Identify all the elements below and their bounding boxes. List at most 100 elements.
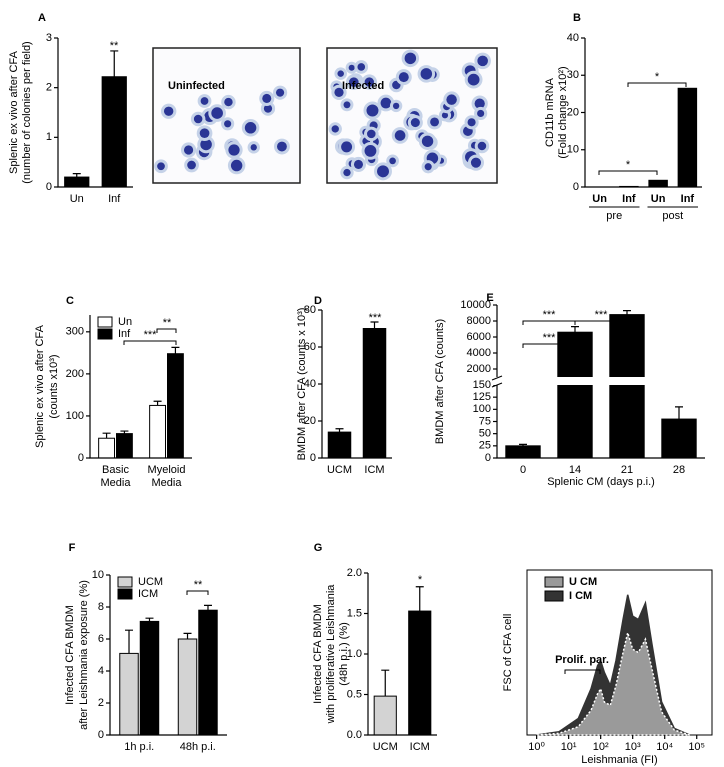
annotation: ** (163, 317, 172, 329)
cell (157, 162, 165, 171)
bracket (186, 590, 209, 595)
error-bar (675, 406, 683, 420)
y-tick-label: 2 (98, 697, 104, 709)
y-tick-label: 1.5 (347, 607, 362, 619)
x-tick-label: Myeloid Media (148, 464, 186, 489)
y-axis-label: Infected CFA BMDM (312, 604, 324, 704)
bar (64, 176, 90, 188)
x-tick-label: 21 (621, 464, 633, 476)
cell (263, 104, 273, 113)
cell (224, 120, 232, 128)
cell (275, 88, 285, 97)
error-bar (145, 617, 154, 622)
annotation: *** (543, 332, 557, 344)
cell (380, 97, 392, 109)
axis (109, 575, 227, 736)
cell (392, 102, 400, 110)
y-tick-label: 1.0 (347, 648, 362, 660)
cell (421, 135, 434, 147)
y-tick-label: 20 (304, 415, 316, 427)
bar (177, 638, 198, 736)
error-bar (153, 400, 162, 406)
error-bar (335, 428, 344, 433)
annotation: *** (543, 309, 557, 321)
y-tick-label: 0 (573, 181, 579, 193)
annotation: *** (144, 329, 158, 341)
legend-label: Inf (118, 328, 131, 340)
panel-letter: E (486, 292, 493, 304)
y-axis-label: with proliferative Leishmania (325, 584, 337, 725)
x-axis-label: Splenic CM (days p.i.) (547, 476, 655, 488)
cell (183, 145, 194, 155)
bar (98, 437, 116, 459)
bar (167, 353, 184, 459)
cell (331, 125, 339, 133)
bracket (574, 320, 628, 325)
y-tick-label: 100 (473, 403, 491, 415)
cell (357, 63, 366, 71)
x-tick-label: 10¹ (561, 741, 577, 753)
error-bar (110, 50, 119, 77)
error-bar (415, 586, 424, 612)
bracket (522, 343, 576, 348)
y-tick-label: 80 (304, 304, 316, 316)
bar (149, 404, 166, 459)
y-tick-label: 40 (304, 378, 316, 390)
x-tick-label: 1h p.i. (124, 741, 154, 753)
cell (394, 130, 406, 141)
error-bar (120, 430, 129, 434)
histogram (536, 629, 690, 736)
cell (477, 141, 487, 151)
break-mark (491, 375, 503, 388)
bracket (598, 170, 658, 175)
cell (334, 87, 344, 97)
x-tick-label: 10⁴ (656, 741, 673, 753)
error-bar (125, 629, 134, 654)
legend-label: UCM (138, 576, 163, 588)
micrograph (152, 47, 301, 184)
bracket (627, 82, 687, 87)
cell (389, 157, 396, 165)
error-bar (203, 604, 212, 611)
cell (200, 97, 209, 105)
y-tick-label: 3 (46, 32, 52, 44)
legend-label: I CM (569, 590, 592, 602)
axis (89, 315, 192, 459)
annotation: ** (110, 40, 119, 52)
y-tick-label: 0 (98, 729, 104, 741)
cell (364, 77, 375, 87)
cell (244, 122, 257, 134)
bar (101, 76, 127, 188)
image-label: Infected (342, 80, 384, 92)
panel-letter: A (38, 12, 46, 24)
annotation: *** (595, 309, 609, 321)
legend-swatch (97, 328, 113, 340)
cell (420, 68, 433, 80)
y-axis-label: BMDM after CFA (counts) (434, 319, 446, 444)
cell (410, 118, 420, 128)
y-tick-label: 10000 (460, 299, 491, 311)
y-tick-label: 2 (46, 82, 52, 94)
bar (661, 418, 697, 459)
y-axis-label: CD11b mRNA (544, 77, 556, 147)
bracket (156, 328, 177, 333)
x-tick-label: 14 (569, 464, 581, 476)
bracket (123, 340, 177, 345)
y-axis-label: Splenic ex vivo after CFA (34, 324, 46, 448)
x-tick-label: 10³ (625, 741, 641, 753)
cell (228, 144, 240, 156)
x-tick-label: Inf (622, 193, 636, 205)
error-bar (72, 172, 81, 178)
legend-swatch (117, 588, 133, 600)
y-tick-label: 2000 (467, 363, 491, 375)
panel-letter: C (66, 295, 74, 307)
panel-letter: D (314, 295, 322, 307)
panel-letter: G (314, 542, 323, 554)
panel-letter: B (573, 12, 581, 24)
y-tick-label: 25 (479, 440, 491, 452)
x-tick-label: ICM (364, 464, 384, 476)
y-tick-label: 6000 (467, 331, 491, 343)
x-axis-label: Leishmania (FI) (581, 754, 657, 766)
y-axis-label: FSC of CFA cell (502, 614, 514, 692)
y-axis-label: (counts x10³) (48, 354, 60, 418)
